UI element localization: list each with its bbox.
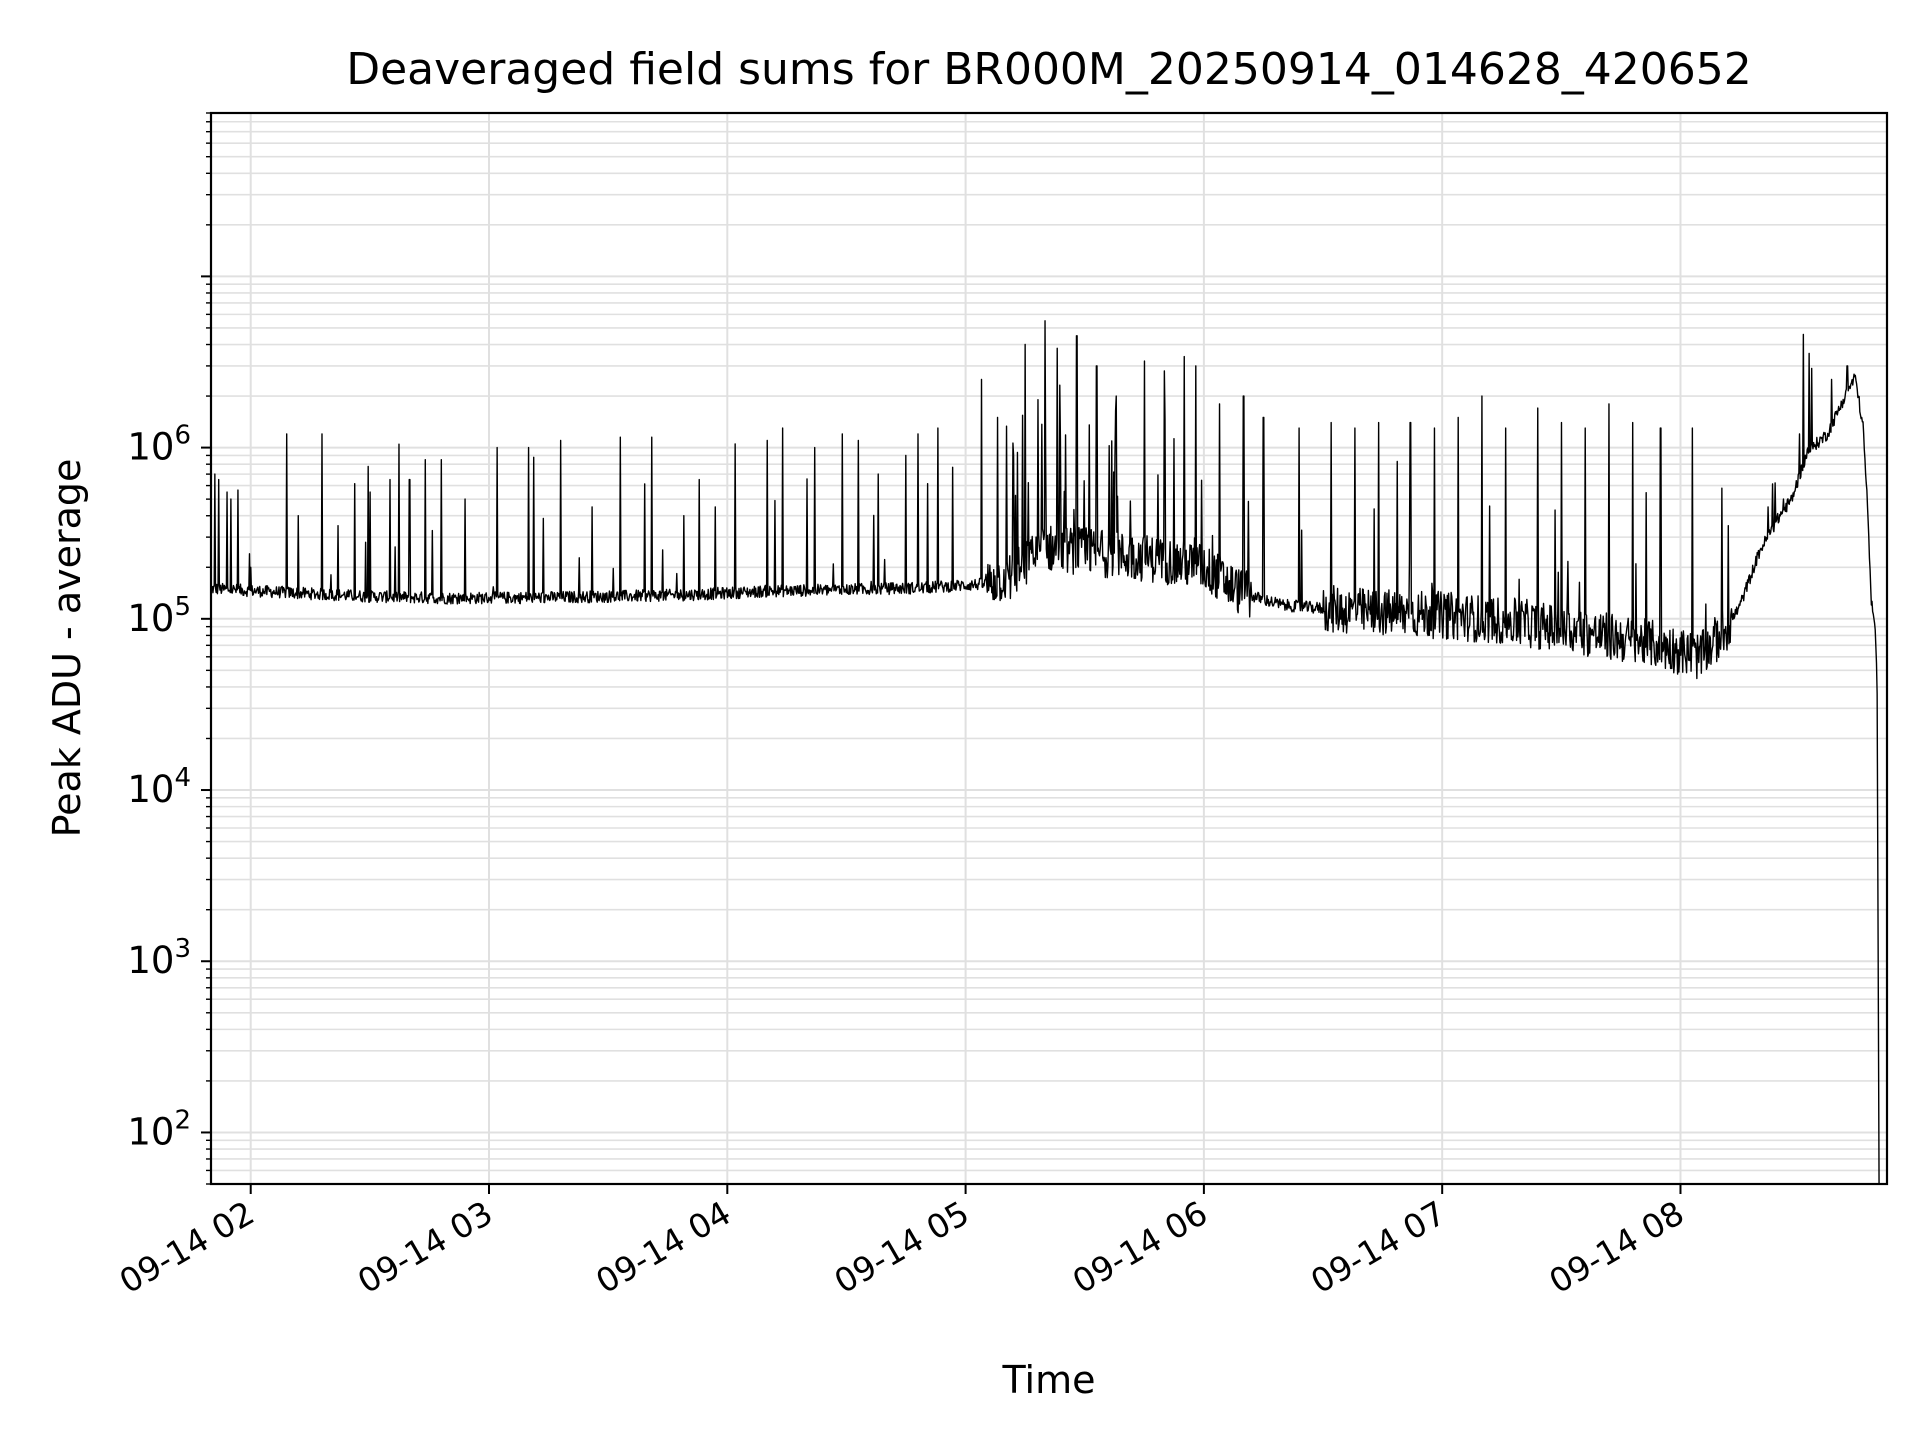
y-tick-label: 103 [127, 934, 191, 982]
y-tick-label: 105 [127, 592, 191, 640]
y-tick-label: 104 [127, 763, 191, 811]
series-layer [210, 320, 1880, 1185]
plot-frame [209, 111, 1889, 1186]
grid-lines [211, 112, 1887, 1185]
series-line [210, 320, 1880, 1185]
series-0 [210, 320, 1880, 1185]
chart-title: Deaveraged field sums for BR000M_2025091… [346, 44, 1752, 95]
y-tick-label: 106 [127, 421, 191, 469]
y-tick-label: 102 [127, 1105, 191, 1153]
x-axis-label: Time [1002, 1358, 1096, 1402]
y-axis-label: Peak ADU - average [45, 459, 89, 838]
